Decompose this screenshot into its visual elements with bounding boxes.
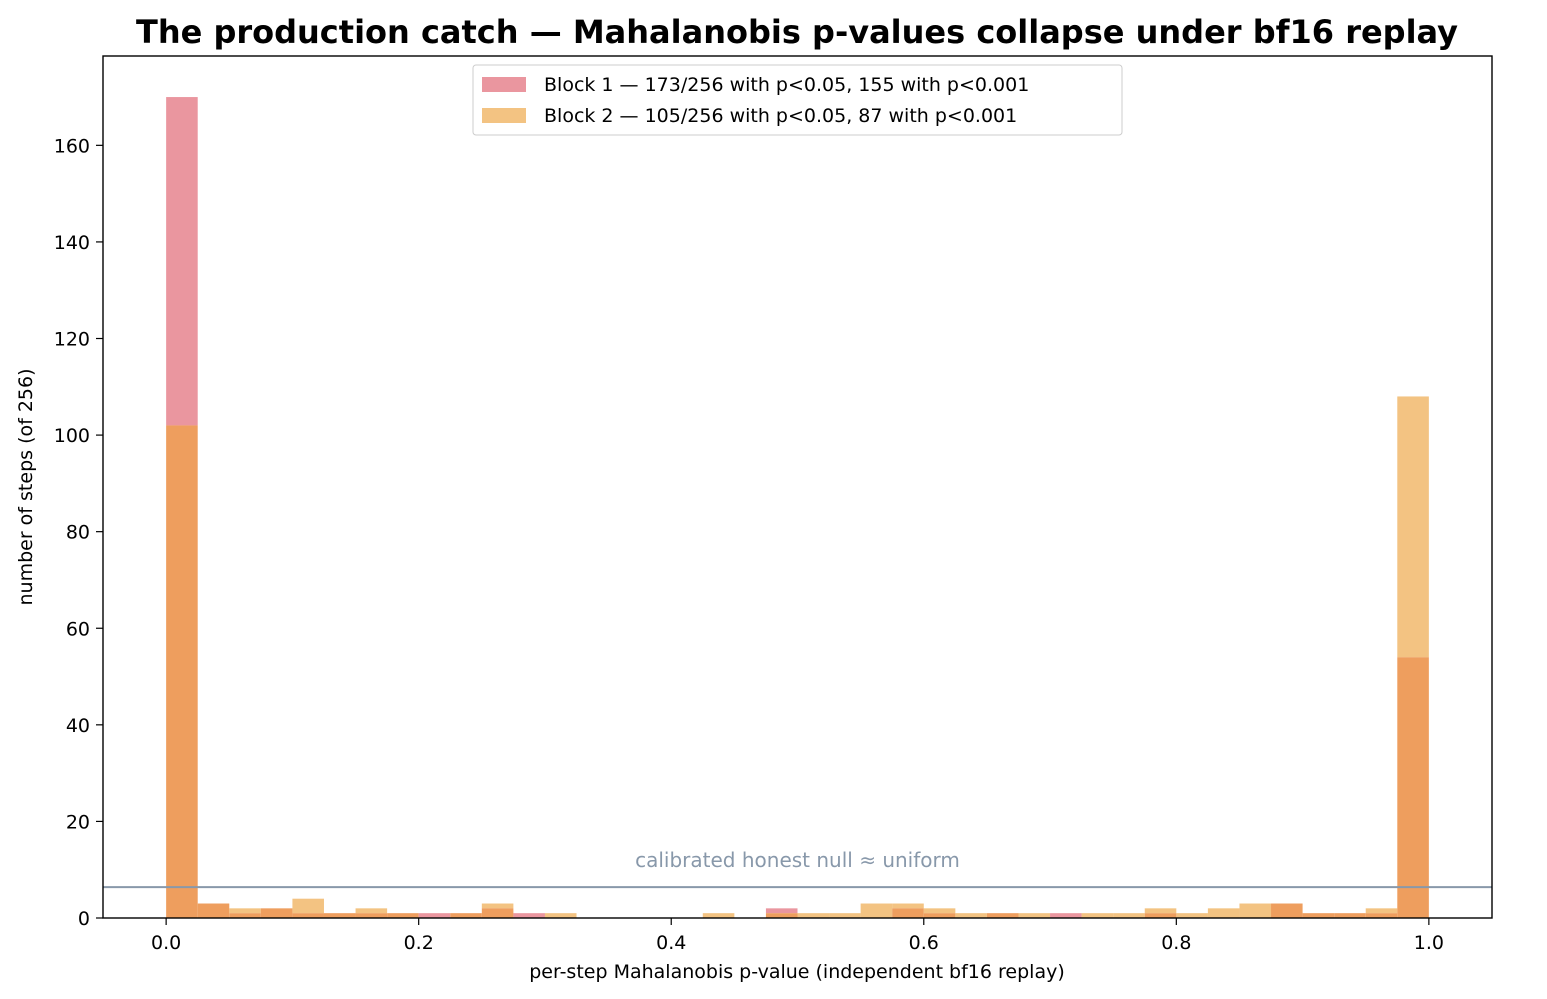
histogram-bar-block-2 <box>1081 913 1114 918</box>
histogram-bar-overlap <box>765 913 798 918</box>
histogram-bar-overlap <box>450 913 482 918</box>
x-tick-label: 1.0 <box>1414 932 1444 954</box>
legend-box <box>472 64 1123 136</box>
y-tick-label: 80 <box>66 522 90 544</box>
histogram-bar-block-1 <box>418 913 451 918</box>
histogram-bar-overlap <box>1334 913 1366 918</box>
reference-line-group: calibrated honest null ≈ uniform <box>103 848 1492 889</box>
legend: Block 1 — 173/256 with p<0.05, 155 with … <box>472 64 1123 136</box>
y-tick-label: 160 <box>54 135 90 157</box>
histogram-bar-block-2 <box>702 913 735 918</box>
x-tick-label: 0.4 <box>656 932 686 954</box>
y-tick-label: 40 <box>66 715 90 737</box>
histogram-bar-overlap <box>481 908 514 918</box>
histogram-bar-block-2 <box>1018 913 1051 918</box>
histogram-bar-overlap <box>355 913 388 918</box>
histogram-bar-block-1 <box>166 97 198 426</box>
reference-line-annotation: calibrated honest null ≈ uniform <box>635 848 960 872</box>
histogram-bar-overlap <box>1271 903 1303 918</box>
histogram-bar-overlap <box>986 913 1019 918</box>
histogram-bar-block-2 <box>1144 908 1177 914</box>
histogram-bar-overlap <box>260 908 293 918</box>
x-tick-label: 0.6 <box>909 932 939 954</box>
histogram-bar-block-2 <box>955 913 987 918</box>
x-axis-label: per-step Mahalanobis p-value (independen… <box>529 961 1065 983</box>
legend-label-block-1: Block 1 — 173/256 with p<0.05, 155 with … <box>544 74 1029 96</box>
chart-title: The production catch — Mahalanobis p-val… <box>136 13 1458 51</box>
histogram-bar-overlap <box>1302 913 1335 918</box>
histogram-bar-overlap <box>229 913 261 918</box>
histogram-bar-overlap <box>892 908 924 918</box>
histogram-bar-block-2 <box>1397 396 1429 658</box>
histogram-bar-overlap <box>1144 913 1177 918</box>
legend-label-block-2: Block 2 — 105/256 with p<0.05, 87 with p… <box>544 105 1017 127</box>
y-tick-label: 100 <box>54 425 90 447</box>
y-axis-label: number of steps (of 256) <box>15 368 37 605</box>
legend-swatch-block-1 <box>482 77 526 92</box>
histogram-bar-overlap <box>387 913 419 918</box>
histogram-bar-overlap <box>923 913 956 918</box>
y-tick-label: 120 <box>54 329 90 351</box>
histogram-bar-block-2 <box>1365 908 1398 914</box>
histogram-bar-block-1 <box>1050 913 1082 918</box>
histogram-bar-block-2 <box>1207 908 1240 918</box>
histogram-bar-overlap <box>323 913 356 918</box>
histogram-bar-block-2 <box>292 898 324 914</box>
y-tick-label: 140 <box>54 232 90 254</box>
histogram-bar-block-2 <box>1239 903 1272 918</box>
y-tick-label: 60 <box>66 618 90 640</box>
histogram-bar-overlap <box>292 913 324 918</box>
histogram-bar-block-2 <box>229 908 261 914</box>
legend-swatch-block-2 <box>482 108 526 123</box>
histogram-bar-block-2 <box>481 903 514 909</box>
histogram-bar-block-2 <box>892 903 924 909</box>
histogram-bar-block-2 <box>797 913 830 918</box>
histogram-bar-overlap <box>1365 913 1398 918</box>
x-tick-label: 0.0 <box>151 932 181 954</box>
plot-frame <box>102 55 1493 919</box>
histogram-bar-overlap <box>166 425 198 918</box>
x-axis-ticks: 0.0 0.2 0.4 0.6 0.8 1.0 <box>151 918 1444 954</box>
histogram-bars <box>166 97 1429 918</box>
x-tick-label: 0.8 <box>1161 932 1191 954</box>
x-tick-label: 0.2 <box>404 932 434 954</box>
histogram-bar-block-1 <box>513 913 545 918</box>
y-tick-label: 0 <box>78 908 90 930</box>
histogram-bar-block-2 <box>860 903 893 918</box>
y-tick-label: 20 <box>66 811 90 833</box>
y-axis-ticks: 0 20 40 60 80 100 120 140 160 <box>54 135 103 930</box>
histogram-bar-block-2 <box>1113 913 1145 918</box>
histogram-bar-overlap <box>1397 657 1429 918</box>
histogram-bar-block-2 <box>923 908 956 914</box>
histogram-bar-block-2 <box>829 913 861 918</box>
histogram-bar-overlap <box>197 903 230 918</box>
histogram-bar-block-1 <box>765 908 798 914</box>
histogram-bar-block-2 <box>1176 913 1208 918</box>
histogram-bar-block-2 <box>544 913 577 918</box>
histogram-bar-block-2 <box>355 908 388 914</box>
